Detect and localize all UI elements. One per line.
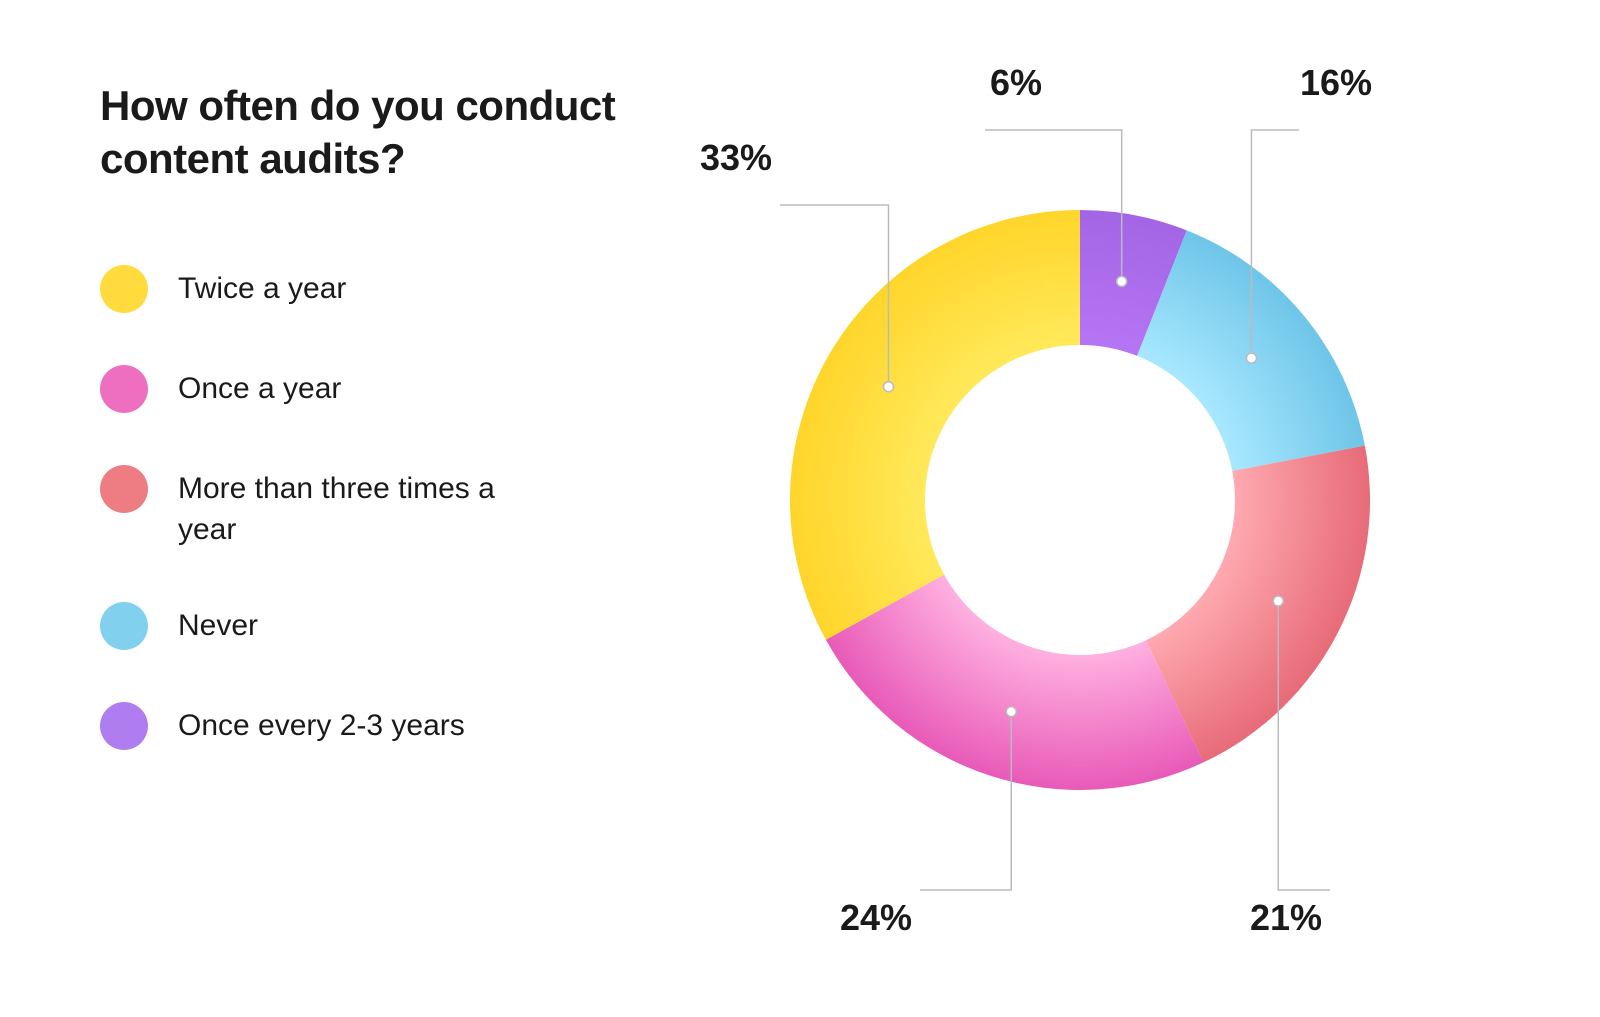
leader-dot	[1006, 707, 1016, 717]
leader-dot	[1246, 353, 1256, 363]
legend-label: Never	[178, 602, 258, 647]
legend-swatch	[100, 602, 148, 650]
legend-label: Twice a year	[178, 265, 346, 310]
pct-label-never: 16%	[1300, 62, 1372, 103]
legend-item-never: Never	[100, 602, 620, 650]
donut-chart: 6% 16% 21% 24% 33%	[660, 50, 1500, 970]
legend-item-more-than-three: More than three times a year	[100, 465, 620, 550]
legend: Twice a year Once a year More than three t…	[100, 265, 620, 750]
chart-title: How often do you conduct content audits?	[100, 80, 620, 185]
legend-swatch	[100, 702, 148, 750]
legend-label: More than three times a year	[178, 465, 558, 550]
legend-item-twice-a-year: Twice a year	[100, 265, 620, 313]
leader-dot	[1273, 596, 1283, 606]
legend-swatch	[100, 465, 148, 513]
left-panel: How often do you conduct content audits?…	[100, 80, 660, 937]
donut-slice-twice-a-year	[790, 210, 1080, 640]
leader-dot	[883, 382, 893, 392]
pct-label-once-a-year: 24%	[840, 897, 912, 938]
legend-label: Once a year	[178, 365, 341, 410]
legend-item-once-2-3-years: Once every 2-3 years	[100, 702, 620, 750]
legend-label: Once every 2-3 years	[178, 702, 465, 747]
legend-item-once-a-year: Once a year	[100, 365, 620, 413]
pct-label-more-than-three: 21%	[1250, 897, 1322, 938]
legend-swatch	[100, 265, 148, 313]
pct-label-twice-a-year: 33%	[700, 137, 772, 178]
pct-label-once-2-3-years: 6%	[990, 62, 1042, 103]
leader-dot	[1117, 276, 1127, 286]
legend-swatch	[100, 365, 148, 413]
chart-panel: 6%16%21%24%33%	[660, 80, 1500, 937]
